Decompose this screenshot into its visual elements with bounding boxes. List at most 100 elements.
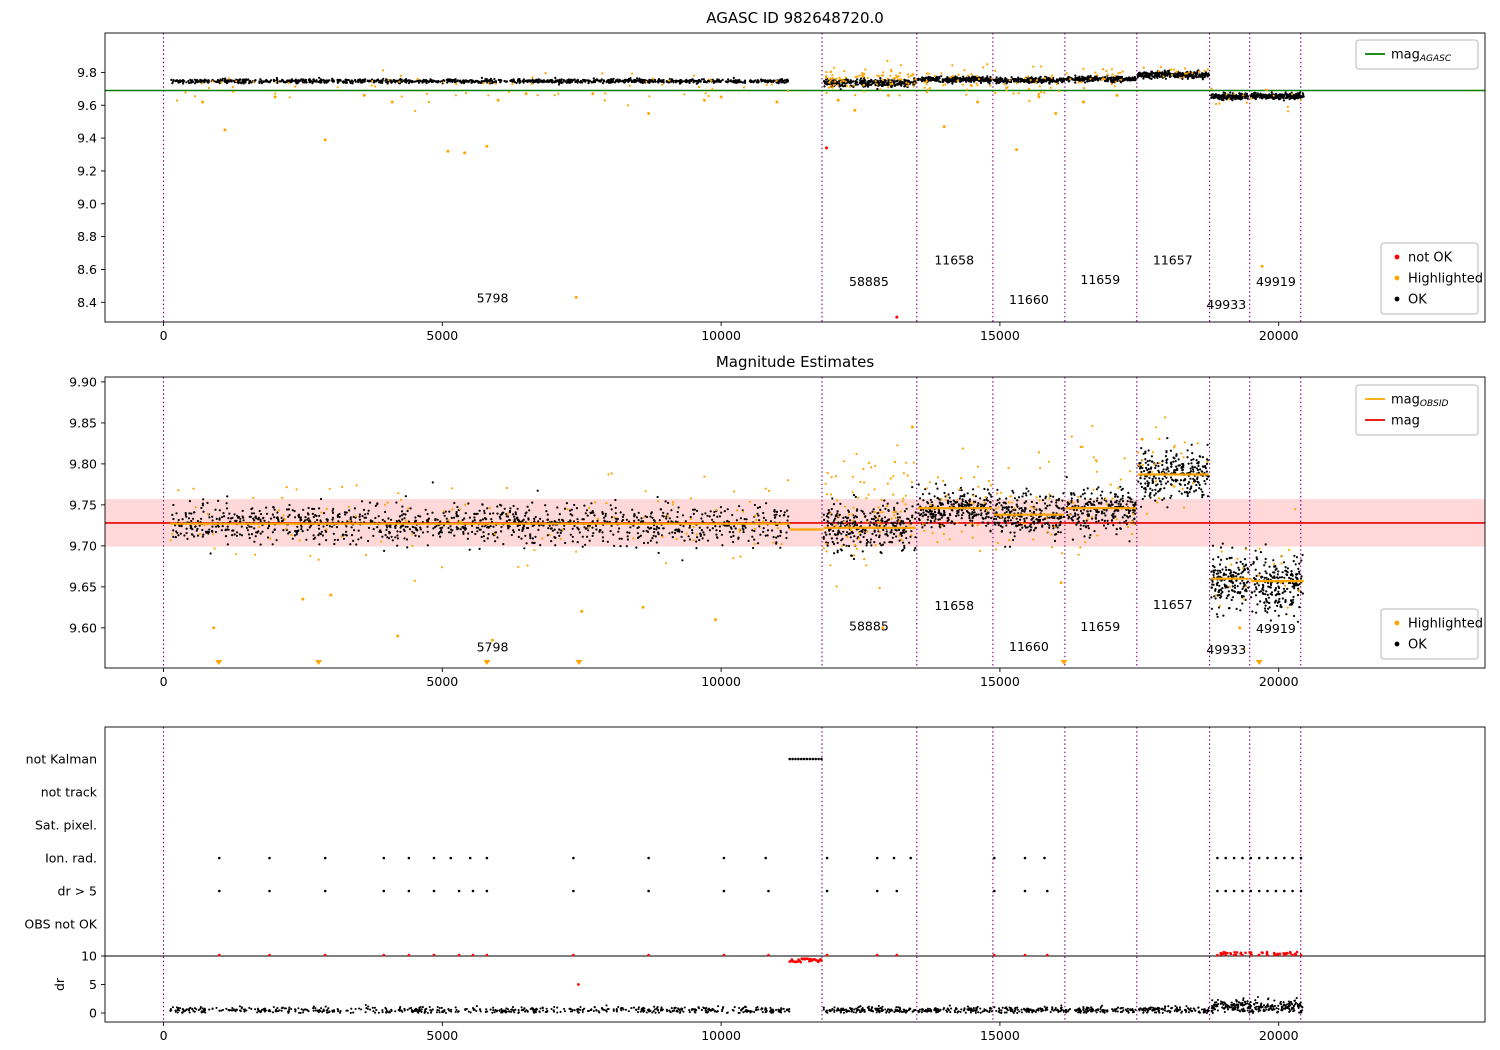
point — [836, 98, 840, 102]
point — [276, 511, 279, 514]
point — [974, 500, 977, 503]
point — [925, 72, 929, 75]
point — [291, 509, 294, 512]
point — [830, 70, 833, 73]
point — [531, 76, 534, 79]
point — [924, 513, 928, 517]
point — [674, 520, 677, 523]
point — [394, 525, 397, 528]
point — [1203, 74, 1207, 77]
point — [652, 81, 655, 84]
point — [1148, 72, 1151, 75]
point — [409, 507, 412, 510]
point — [478, 509, 481, 512]
point — [693, 508, 696, 511]
point — [626, 78, 629, 81]
point — [610, 524, 613, 528]
point — [986, 75, 989, 78]
point — [259, 513, 263, 516]
point — [288, 96, 291, 99]
point — [871, 532, 874, 536]
point — [1102, 68, 1105, 71]
point — [396, 534, 399, 537]
point — [191, 80, 195, 83]
point — [745, 518, 748, 521]
point — [490, 518, 493, 521]
point — [502, 543, 505, 546]
point — [261, 517, 265, 520]
point — [599, 79, 602, 83]
point — [1032, 65, 1035, 68]
point — [1150, 77, 1153, 80]
point — [603, 519, 606, 522]
point — [830, 507, 833, 511]
point — [573, 524, 576, 528]
point — [573, 78, 576, 81]
point — [716, 515, 719, 518]
point — [248, 515, 251, 518]
point — [376, 502, 379, 505]
point — [337, 520, 340, 523]
point — [847, 544, 851, 548]
point — [716, 536, 719, 539]
point — [587, 529, 590, 532]
point — [590, 502, 593, 505]
point — [906, 73, 910, 76]
point — [950, 503, 953, 506]
point — [999, 80, 1002, 84]
point — [629, 79, 632, 82]
point — [259, 78, 262, 81]
point — [1170, 73, 1173, 77]
point — [683, 539, 686, 542]
point — [460, 81, 463, 84]
point — [957, 73, 960, 76]
point — [841, 78, 844, 81]
point — [996, 81, 999, 84]
point — [400, 95, 403, 98]
point — [486, 537, 489, 540]
point — [946, 76, 949, 79]
point — [1010, 76, 1013, 79]
point — [720, 533, 724, 536]
point — [596, 79, 599, 82]
point — [285, 508, 289, 511]
point — [628, 531, 631, 534]
point — [905, 507, 908, 510]
point — [785, 79, 788, 82]
point — [443, 514, 446, 517]
point — [403, 529, 406, 533]
point — [227, 517, 230, 520]
point — [510, 79, 513, 82]
point — [345, 511, 348, 514]
point — [836, 510, 839, 513]
point — [274, 80, 277, 83]
point — [633, 81, 636, 84]
point — [424, 508, 427, 511]
point — [604, 512, 607, 516]
point — [696, 536, 699, 539]
point — [575, 507, 579, 510]
point — [849, 519, 852, 522]
point — [844, 76, 848, 79]
point — [548, 524, 551, 527]
point — [699, 533, 703, 536]
point — [836, 81, 839, 84]
point — [248, 82, 251, 85]
point — [903, 546, 906, 550]
point — [829, 79, 832, 82]
point — [271, 543, 274, 546]
point — [590, 511, 593, 514]
point — [275, 539, 278, 542]
point — [260, 82, 263, 85]
point — [627, 80, 630, 83]
point — [861, 550, 864, 553]
point — [999, 77, 1002, 80]
point — [841, 81, 844, 85]
point — [1039, 75, 1042, 78]
point — [1292, 96, 1295, 99]
point — [482, 535, 485, 538]
point — [432, 534, 435, 537]
point — [230, 79, 233, 82]
point — [779, 546, 782, 549]
point — [712, 79, 715, 82]
